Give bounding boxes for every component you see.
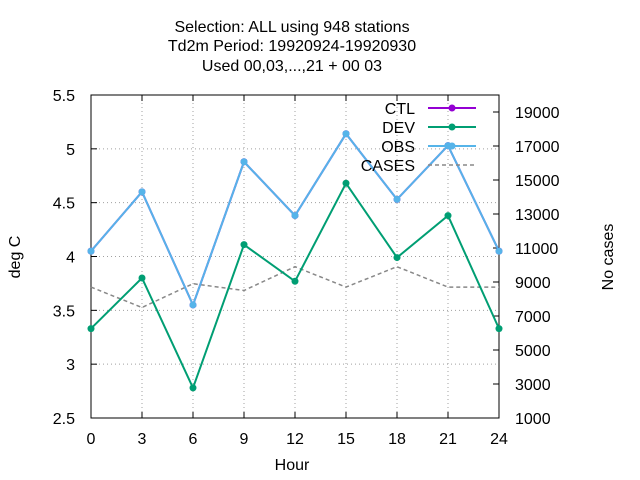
data-point-dev — [495, 325, 503, 333]
data-point-dev — [87, 325, 95, 333]
legend-label-ctl: CTL — [385, 101, 415, 118]
data-point-dev — [240, 241, 248, 249]
legend-label-cases: CASES — [361, 158, 415, 175]
legend-label-dev: DEV — [382, 120, 415, 137]
chart-title-line-2: Td2m Period: 19920924-19920930 — [168, 38, 416, 55]
y2-tick-label: 19000 — [515, 105, 560, 122]
y2-tick-label: 9000 — [515, 275, 551, 292]
chart-title-line-3: Used 00,03,...,21 + 00 03 — [202, 58, 382, 75]
data-point-obs — [393, 195, 401, 203]
legend-label-obs: OBS — [381, 139, 415, 156]
y-axis-label: deg C — [7, 236, 24, 279]
y-tick-label: 3 — [66, 357, 75, 374]
y-tick-label: 2.5 — [53, 411, 75, 428]
y2-tick-label: 13000 — [515, 207, 560, 224]
x-tick-label: 21 — [439, 431, 457, 448]
chart-title-line-1: Selection: ALL using 948 stations — [174, 19, 409, 36]
data-point-obs — [138, 188, 146, 196]
data-point-obs — [291, 212, 299, 220]
y2-tick-label: 11000 — [515, 241, 558, 258]
data-point-obs — [495, 247, 503, 255]
data-point-obs — [189, 301, 197, 309]
series-group — [87, 130, 503, 392]
data-point-obs — [87, 247, 95, 255]
x-tick-label: 12 — [286, 431, 304, 448]
y2-tick-label: 1000 — [515, 411, 551, 428]
y2-tick-label: 5000 — [515, 343, 551, 360]
data-point-obs — [240, 158, 248, 166]
x-tick-label: 9 — [240, 431, 249, 448]
y2-tick-label: 7000 — [515, 309, 551, 326]
series-line-cases — [90, 265, 499, 309]
y-tick-label: 4.5 — [53, 196, 75, 213]
y-tick-label: 4 — [66, 250, 75, 267]
y2-tick-label: 15000 — [515, 173, 560, 190]
grid — [91, 95, 499, 418]
data-point-dev — [342, 179, 350, 187]
y-tick-label: 5.5 — [53, 88, 75, 105]
data-point-obs — [342, 130, 350, 138]
axis-ticks: 0 3 6 9 12 15 18 21 24 2.5 3 3.5 4 4.5 5 5.5 1000 3000 500… — [53, 88, 560, 448]
data-point-dev — [138, 274, 146, 282]
legend: CTL DEV OBS CASES — [361, 101, 476, 175]
legend-marker-dev — [448, 123, 456, 131]
data-point-dev — [189, 384, 197, 392]
x-tick-label: 18 — [388, 431, 406, 448]
x-axis-label: Hour — [275, 457, 310, 474]
y2-tick-label: 17000 — [515, 139, 560, 156]
y-tick-label: 3.5 — [53, 303, 75, 320]
y2-axis-label: No cases — [600, 224, 617, 291]
x-tick-label: 3 — [138, 431, 147, 448]
y-tick-label: 5 — [66, 142, 75, 159]
x-tick-label: 0 — [87, 431, 96, 448]
x-tick-label: 6 — [189, 431, 198, 448]
legend-marker-ctl — [448, 104, 456, 112]
x-tick-label: 15 — [337, 431, 355, 448]
y2-tick-label: 3000 — [515, 377, 551, 394]
x-tick-label: 24 — [490, 431, 508, 448]
data-point-dev — [291, 277, 299, 285]
legend-marker-obs — [448, 142, 456, 150]
data-point-dev — [393, 254, 401, 262]
data-point-dev — [444, 212, 452, 220]
